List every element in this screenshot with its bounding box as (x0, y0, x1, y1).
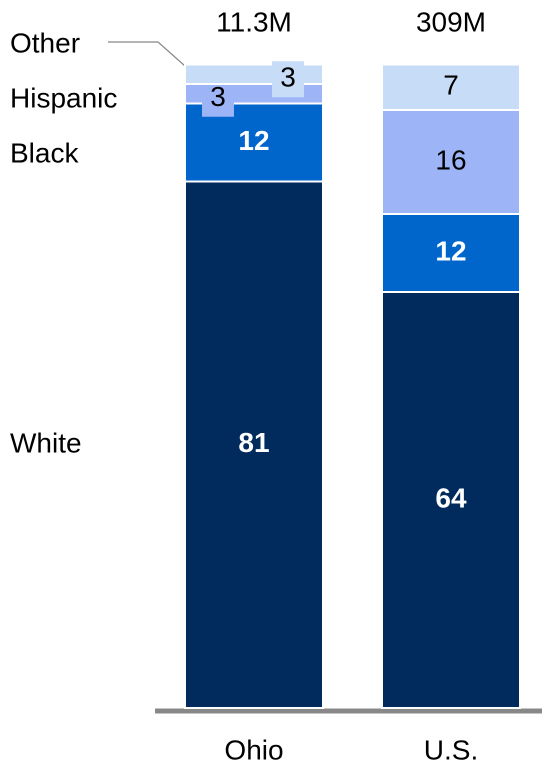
x-tick-label: Ohio (224, 734, 283, 765)
label-box (202, 80, 234, 117)
bar-segment (381, 291, 521, 709)
value-label: 7 (443, 70, 459, 101)
bar-segment (381, 109, 521, 215)
value-label: 12 (435, 235, 466, 266)
legend-label: Other (10, 27, 80, 58)
legend-label: White (10, 427, 82, 458)
legend-label: Black (10, 137, 79, 168)
bar-segment (381, 63, 521, 111)
label-box (272, 61, 304, 98)
x-tick-label: U.S. (424, 734, 478, 765)
legend-label: Hispanic (10, 82, 117, 113)
total-label: 11.3M (216, 6, 292, 37)
value-label: 3 (280, 62, 296, 93)
value-label: 81 (238, 427, 269, 458)
value-label: 12 (238, 125, 269, 156)
value-label: 16 (435, 144, 466, 175)
leader-line (108, 41, 186, 67)
total-label: 309M (416, 6, 486, 37)
bar-segment (184, 180, 324, 709)
bar-segment (381, 213, 521, 293)
value-label: 64 (435, 482, 467, 513)
value-label: 3 (210, 81, 226, 112)
